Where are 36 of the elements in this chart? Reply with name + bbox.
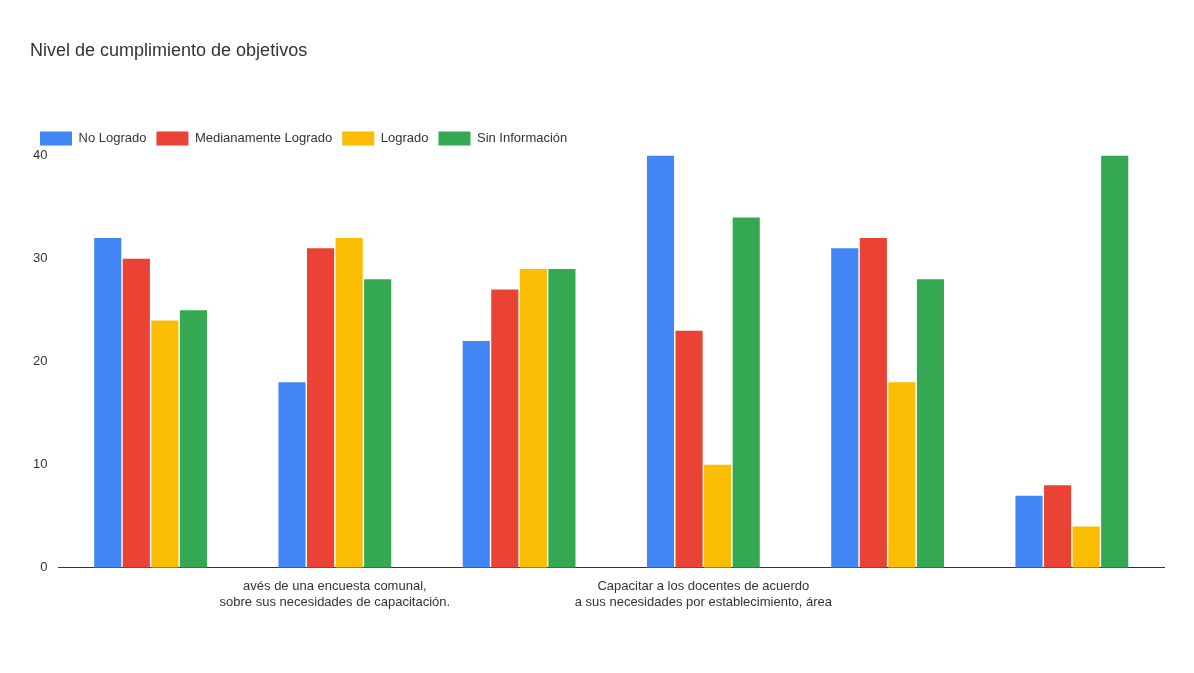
bar xyxy=(151,320,179,568)
y-tick-label: 40 xyxy=(32,147,48,163)
bar xyxy=(1072,526,1100,568)
bar xyxy=(888,382,916,568)
bar xyxy=(519,268,547,568)
bar xyxy=(675,330,703,568)
y-tick-label: 10 xyxy=(32,456,48,472)
bar xyxy=(307,248,335,568)
legend-label: No Logrado xyxy=(78,130,147,146)
bar xyxy=(704,464,732,568)
bar xyxy=(548,268,576,568)
bar xyxy=(122,258,150,568)
bar xyxy=(179,310,207,568)
legend-label: Medianamente Logrado xyxy=(194,130,333,146)
x-tick-label: Capacitar a los docentes de acuerdo a sus necesidades por establecimiento, área xyxy=(574,578,833,609)
bar xyxy=(335,238,363,568)
bar xyxy=(732,217,760,568)
bar xyxy=(1044,485,1072,568)
bar xyxy=(831,248,859,568)
bar xyxy=(491,289,519,568)
bar xyxy=(364,279,392,568)
chart-title: Nivel de cumplimiento de objetivos xyxy=(30,39,308,60)
y-tick-label: 0 xyxy=(40,559,48,575)
y-tick-label: 20 xyxy=(32,353,48,369)
bar xyxy=(278,382,306,568)
legend-label: Sin Información xyxy=(476,130,568,146)
bar xyxy=(1015,495,1043,568)
legend-label: Logrado xyxy=(380,130,429,146)
bar xyxy=(646,155,675,568)
bar xyxy=(1101,155,1129,568)
bar xyxy=(916,279,945,568)
x-tick-label: avés de una encuesta comunal, sobre sus necesidades de capacitación. xyxy=(219,578,451,609)
bar xyxy=(859,238,887,568)
bar xyxy=(94,238,122,568)
y-tick-label: 30 xyxy=(32,250,48,266)
bar xyxy=(462,341,490,568)
